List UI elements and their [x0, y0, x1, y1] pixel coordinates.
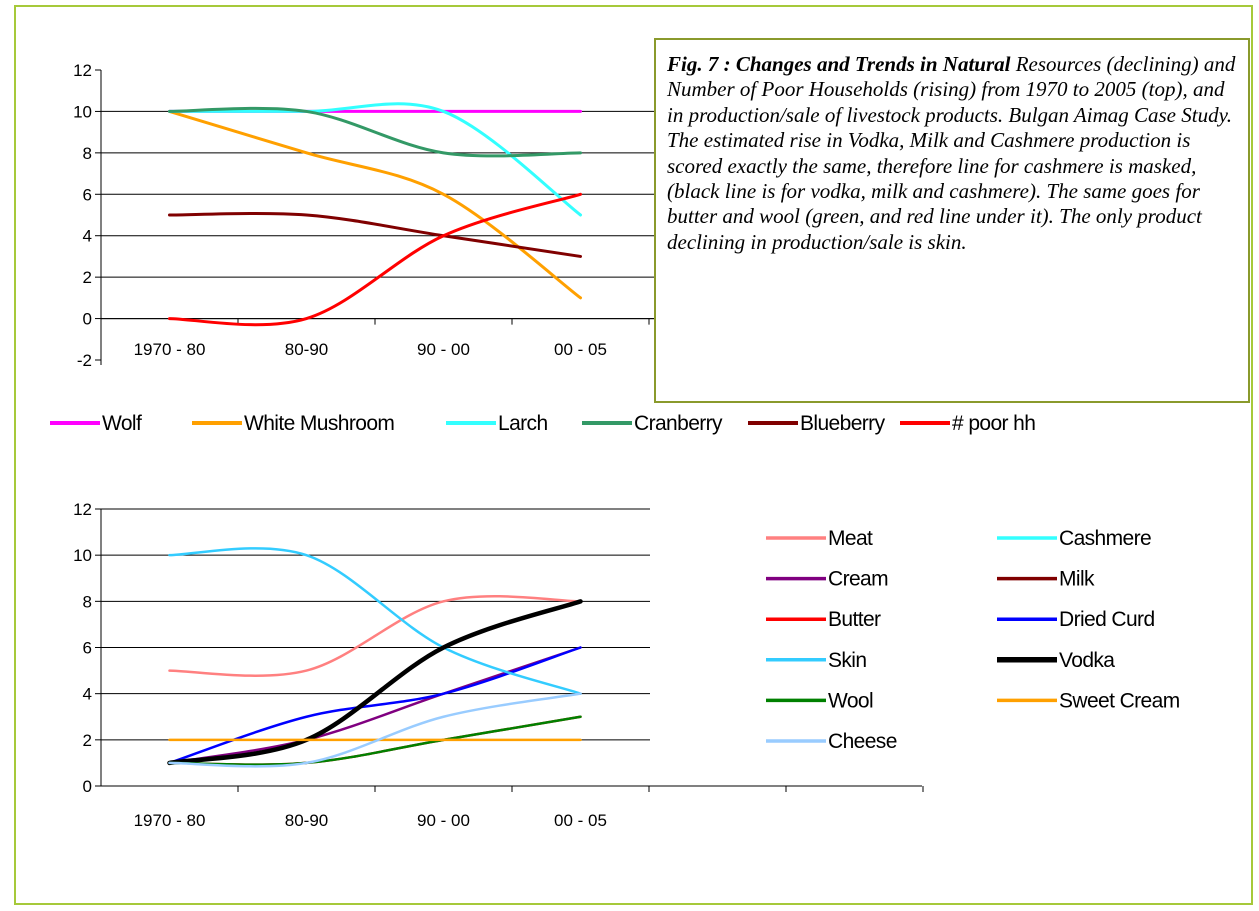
y-tick-label: 10	[73, 546, 92, 565]
figure-caption: Fig. 7 : Changes and Trends in Natural R…	[654, 38, 1250, 403]
legend-label-cashmere: Cashmere	[1059, 527, 1151, 550]
legend-label-skin: Skin	[828, 649, 866, 672]
legend-label-cream: Cream	[828, 568, 888, 591]
series-line-cranberry	[168, 106, 582, 158]
caption-body: Resources (declining) and Number of Poor…	[667, 52, 1236, 254]
x-tick-label: 80-90	[285, 811, 328, 830]
legend-label-meat: Meat	[828, 527, 873, 550]
series-line-cheese	[168, 692, 582, 768]
y-tick-label: 4	[83, 227, 92, 246]
y-tick-label: 6	[83, 185, 92, 204]
legend-label-poor-hh: # poor hh	[952, 412, 1035, 435]
legend-label-cranberry: Cranberry	[634, 412, 723, 435]
legend-label-larch: Larch	[498, 412, 548, 435]
series-line-skin	[168, 547, 582, 695]
y-tick-label: 0	[83, 777, 92, 796]
series-line-meat	[168, 594, 582, 677]
y-tick-label: 6	[83, 639, 92, 658]
legend-label-white-mushroom: White Mushroom	[244, 412, 394, 435]
caption-lead: Fig. 7 : Changes and Trends in Natural	[667, 52, 1011, 76]
legend-label-vodka: Vodka	[1059, 649, 1115, 672]
y-tick-label: 0	[83, 310, 92, 329]
legend-label-blueberry: Blueberry	[800, 412, 886, 435]
series-line-vodka	[167, 599, 583, 766]
x-tick-label: 1970 - 80	[134, 811, 206, 830]
y-tick-label: 2	[83, 268, 92, 287]
x-tick-label: 00 - 05	[554, 811, 607, 830]
series-line-larch	[168, 102, 582, 217]
legend-label-wolf: Wolf	[102, 412, 142, 435]
series-line-white-mushroom	[168, 109, 582, 300]
y-tick-label: 12	[73, 61, 92, 80]
y-tick-label: 8	[83, 144, 92, 163]
x-tick-label: 00 - 05	[554, 340, 607, 359]
y-tick-label: 8	[83, 592, 92, 611]
legend-label-butter: Butter	[828, 608, 881, 631]
legend-label-cheese: Cheese	[828, 730, 897, 753]
y-tick-label: 12	[73, 500, 92, 519]
legend-label-sweet-cream: Sweet Cream	[1059, 689, 1180, 712]
series-line-blueberry	[168, 211, 582, 258]
y-tick-label: 2	[83, 731, 92, 750]
y-tick-label: 10	[73, 102, 92, 121]
series-line-cream	[168, 646, 582, 765]
x-tick-label: 1970 - 80	[134, 340, 206, 359]
x-tick-label: 80-90	[285, 340, 328, 359]
legend-label-milk: Milk	[1059, 568, 1095, 591]
series-line-wool	[168, 715, 582, 766]
series-line-poor-hh	[168, 192, 582, 327]
legend-label-dried-curd: Dried Curd	[1059, 608, 1155, 631]
y-tick-label: 4	[83, 685, 92, 704]
y-tick-label: -2	[77, 351, 92, 370]
legend-label-wool: Wool	[828, 689, 873, 712]
x-tick-label: 90 - 00	[417, 340, 470, 359]
series-line-dried-curd	[168, 646, 582, 765]
x-tick-label: 90 - 00	[417, 811, 470, 830]
